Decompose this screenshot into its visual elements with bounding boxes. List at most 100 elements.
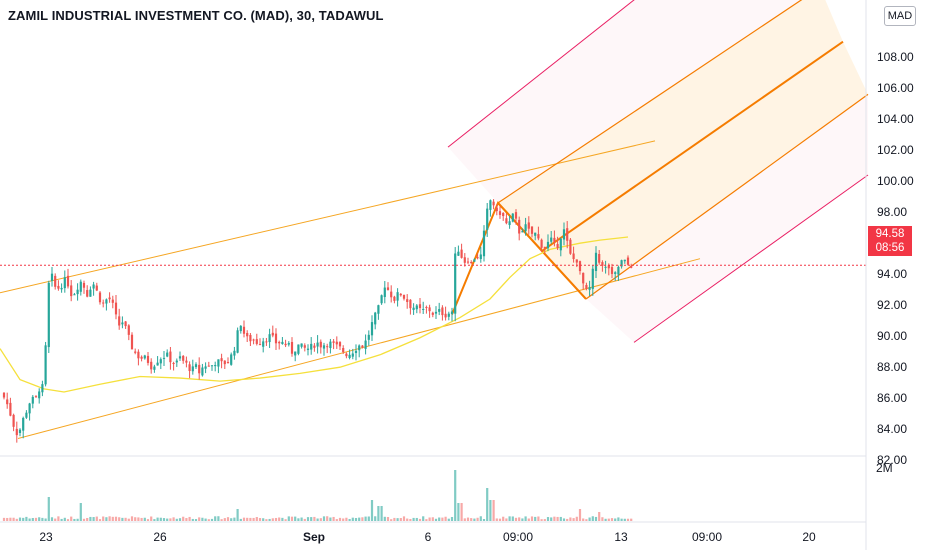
candle-body (191, 366, 194, 372)
candle-body (242, 326, 246, 334)
candle-body (137, 351, 140, 359)
pitchfork-outer-upper-band (448, 0, 802, 203)
bar-countdown: 08:56 (875, 242, 905, 254)
price-tick-label: 84.00 (877, 422, 907, 436)
candle-body (294, 351, 297, 356)
volume-bar (463, 518, 466, 521)
candle-body (553, 237, 556, 242)
candle-body (124, 321, 127, 327)
volume-bar (348, 518, 351, 521)
candle-body (130, 334, 134, 350)
candle-body (562, 229, 566, 240)
candle-body (332, 341, 335, 343)
volume-bar (524, 516, 527, 521)
candle-body (60, 287, 63, 290)
candle-body (594, 252, 598, 271)
volume-bar (66, 519, 70, 521)
currency-badge[interactable]: MAD (884, 6, 916, 26)
volume-bar (428, 517, 431, 521)
volume-bar (450, 516, 454, 521)
volume-bar (79, 503, 82, 521)
volume-bar (457, 503, 460, 521)
volume-bar (50, 517, 54, 521)
candle-body (166, 352, 169, 357)
candle-body (76, 289, 79, 295)
volume-bar (607, 518, 610, 521)
volume-bar (399, 518, 402, 521)
candle-body (383, 287, 386, 298)
volume-bar (121, 517, 124, 521)
candle-body (601, 262, 604, 266)
volume-bar (172, 517, 175, 521)
candle-body (396, 292, 399, 301)
volume-bar (198, 517, 201, 521)
candle-body (578, 261, 582, 272)
volume-bar (444, 516, 447, 521)
candle-body (252, 339, 255, 341)
volume-bar (169, 518, 172, 521)
volume-bar (418, 518, 422, 521)
volume-bars (2, 470, 633, 521)
volume-bar (262, 518, 265, 521)
candle-body (258, 344, 262, 346)
volume-bar (534, 516, 537, 521)
volume-bar (274, 517, 278, 521)
candle-body (614, 272, 617, 274)
candle-body (428, 307, 431, 312)
candle-body (543, 246, 546, 248)
volume-bar (313, 516, 316, 521)
volume-bar (354, 517, 358, 521)
candle-body (274, 333, 278, 344)
candle-body (486, 208, 489, 230)
volume-bar (278, 517, 281, 521)
volume-bar (540, 519, 543, 521)
volume-bar (511, 516, 514, 521)
volume-bar (217, 516, 220, 521)
candle-body (466, 261, 470, 263)
volume-bar (95, 516, 98, 521)
candle-body (550, 237, 553, 242)
candle-body (345, 353, 348, 357)
volume-bar (178, 518, 182, 521)
volume-bar (34, 517, 38, 521)
candle-body (214, 365, 217, 367)
volume-bar (482, 519, 486, 521)
candle-body (290, 341, 294, 354)
volume-scale-label: 2M (876, 461, 893, 475)
candle-body (159, 359, 162, 364)
price-tick-label: 82.00 (877, 453, 907, 467)
volume-bar (54, 518, 57, 521)
volume-bar (514, 517, 518, 521)
candle-body (326, 346, 329, 348)
volume-bar (89, 516, 92, 521)
volume-bar (415, 517, 418, 521)
candle-body (204, 366, 207, 369)
price-tick-label: 92.00 (877, 298, 907, 312)
volume-bar (82, 518, 86, 521)
volume-bar (329, 517, 332, 521)
candle-body (12, 414, 15, 427)
candle-body (143, 355, 146, 359)
volume-bar (246, 517, 249, 521)
candle-body (447, 313, 450, 317)
volume-bar (412, 517, 415, 521)
volume-bar (390, 519, 393, 521)
candle-body (335, 341, 338, 345)
candle-body (607, 265, 610, 269)
price-tick-label: 86.00 (877, 391, 907, 405)
volume-bar (546, 517, 550, 521)
volume-bar (2, 517, 6, 521)
candle-body (278, 341, 281, 344)
candle-body (319, 341, 322, 348)
candle-body (223, 360, 226, 365)
candle-body (351, 353, 354, 357)
volume-bar (6, 517, 9, 521)
candle-body (86, 290, 89, 297)
volume-bar (162, 518, 166, 521)
volume-bar (489, 500, 492, 521)
volume-bar (175, 518, 178, 521)
volume-bar (486, 488, 489, 521)
candle-body (514, 212, 518, 219)
candle-body (454, 253, 457, 314)
